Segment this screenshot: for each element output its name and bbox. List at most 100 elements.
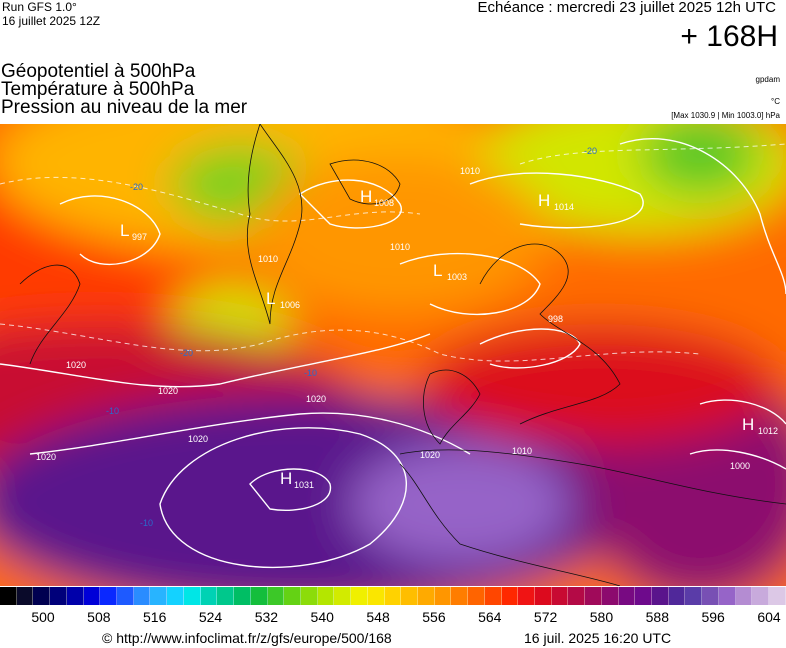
color-swatch (551, 587, 569, 605)
isobar-label: 1000 (730, 461, 750, 471)
color-swatch (417, 587, 435, 605)
center-type: H (538, 191, 550, 210)
temperature-field (0, 124, 786, 586)
center-type: L (266, 289, 275, 308)
pressure-range: [Max 1030.9 | Min 1003.0] hPa (671, 111, 780, 120)
scale-tick-label: 524 (198, 609, 223, 625)
color-scale (0, 587, 786, 605)
temp-label: -10 (304, 368, 317, 378)
color-swatch (317, 587, 335, 605)
pressure-centers: H 1008 H 1014 L 997 L 1003 L 1006 H 1031… (120, 187, 778, 490)
param-pressure: Pression au niveau de la mer (1, 97, 248, 118)
coastlines (19, 124, 786, 586)
color-swatch (300, 587, 318, 605)
color-swatch (451, 587, 469, 605)
center-value: 997 (132, 232, 147, 242)
color-swatch (234, 587, 251, 605)
isobar-label: 1010 (460, 166, 480, 176)
weather-map: H 1008 H 1014 L 997 L 1003 L 1006 H 1031… (0, 124, 786, 586)
temp-label: -20 (130, 182, 143, 192)
isobar-label: 998 (548, 314, 563, 324)
isobar-label: 1020 (66, 360, 86, 370)
color-swatch (434, 587, 452, 605)
scale-tick-label: 596 (701, 609, 725, 625)
center-value: 1012 (758, 426, 778, 436)
color-swatch (284, 587, 301, 605)
color-swatch (618, 587, 636, 605)
color-swatch (33, 587, 51, 605)
color-swatch (735, 587, 753, 605)
scale-tick-label: 532 (254, 609, 279, 625)
scale-tick-label: 588 (645, 609, 669, 625)
unit-geopotential: gpdam (755, 75, 780, 84)
temperature-labels: -20 -20 -20 -10 -10 -10 (106, 146, 597, 528)
color-swatch (133, 587, 151, 605)
scale-tick-label: 516 (143, 609, 167, 625)
source-credit: © http://www.infoclimat.fr/z/gfs/europe/… (102, 630, 392, 646)
isobar-label: 1020 (158, 386, 178, 396)
scale-tick-label: 540 (310, 609, 334, 625)
generated-date: 16 juil. 2025 16:20 UTC (524, 630, 672, 646)
center-type: L (433, 261, 442, 280)
run-date: 16 juillet 2025 12Z (2, 14, 101, 28)
color-swatch (702, 587, 719, 605)
temp-label: -10 (106, 406, 119, 416)
color-swatch (250, 587, 268, 605)
center-type: H (360, 187, 372, 206)
color-swatch (351, 587, 368, 605)
color-swatch (601, 587, 619, 605)
isobar-label: 1020 (36, 452, 56, 462)
isobars (0, 138, 786, 568)
scale-tick-label: 548 (366, 609, 390, 625)
valid-time: Echéance : mercredi 23 juillet 2025 12h … (477, 0, 777, 16)
isobar-labels: 1020 1020 1020 1020 1020 1010 1010 1010 … (36, 166, 750, 471)
color-swatch (484, 587, 502, 605)
scale-tick-label: 580 (589, 609, 614, 625)
center-value: 1003 (447, 272, 467, 282)
scale-tick-label: 604 (757, 609, 781, 625)
color-swatch (652, 587, 669, 605)
color-swatch (384, 587, 402, 605)
param-geopotential: Géopotentiel à 500hPa (1, 61, 196, 82)
color-swatch (367, 587, 385, 605)
isobar-label: 1010 (258, 254, 278, 264)
isobar-label: 1020 (306, 394, 326, 404)
scale-tick-label: 572 (533, 609, 558, 625)
color-swatch (635, 587, 653, 605)
color-swatch (718, 587, 736, 605)
run-info: Run GFS 1.0° 16 juillet 2025 12Z (2, 0, 100, 28)
temp-label: -10 (140, 518, 153, 528)
color-swatch (150, 587, 168, 605)
color-swatch (117, 587, 134, 605)
color-swatch (568, 587, 586, 605)
scale-tick-label: 508 (87, 609, 111, 625)
center-type: H (742, 415, 754, 434)
temperature-isolines (0, 143, 786, 362)
param-temperature: Température à 500hPa (1, 79, 195, 100)
color-swatch (50, 587, 67, 605)
parameter-list: Géopotentiel à 500hPa Température à 500h… (1, 61, 248, 118)
color-swatch (685, 587, 703, 605)
center-value: 1031 (294, 480, 314, 490)
color-swatch (83, 587, 101, 605)
color-swatch (468, 587, 485, 605)
color-swatch (334, 587, 352, 605)
color-swatch (200, 587, 218, 605)
color-swatch (16, 587, 34, 605)
color-swatch (501, 587, 519, 605)
color-swatch (535, 587, 552, 605)
temp-label: -20 (584, 146, 597, 156)
center-type: L (120, 221, 129, 240)
center-type: H (280, 469, 292, 488)
color-swatch (66, 587, 84, 605)
color-swatch (518, 587, 535, 605)
color-swatch (183, 587, 201, 605)
color-swatch (267, 587, 285, 605)
isobar-label: 1020 (420, 450, 440, 460)
color-swatch (585, 587, 602, 605)
color-swatch (668, 587, 686, 605)
color-swatch (401, 587, 418, 605)
isobar-label: 1020 (188, 434, 208, 444)
color-swatch (769, 587, 786, 605)
color-swatch (167, 587, 184, 605)
